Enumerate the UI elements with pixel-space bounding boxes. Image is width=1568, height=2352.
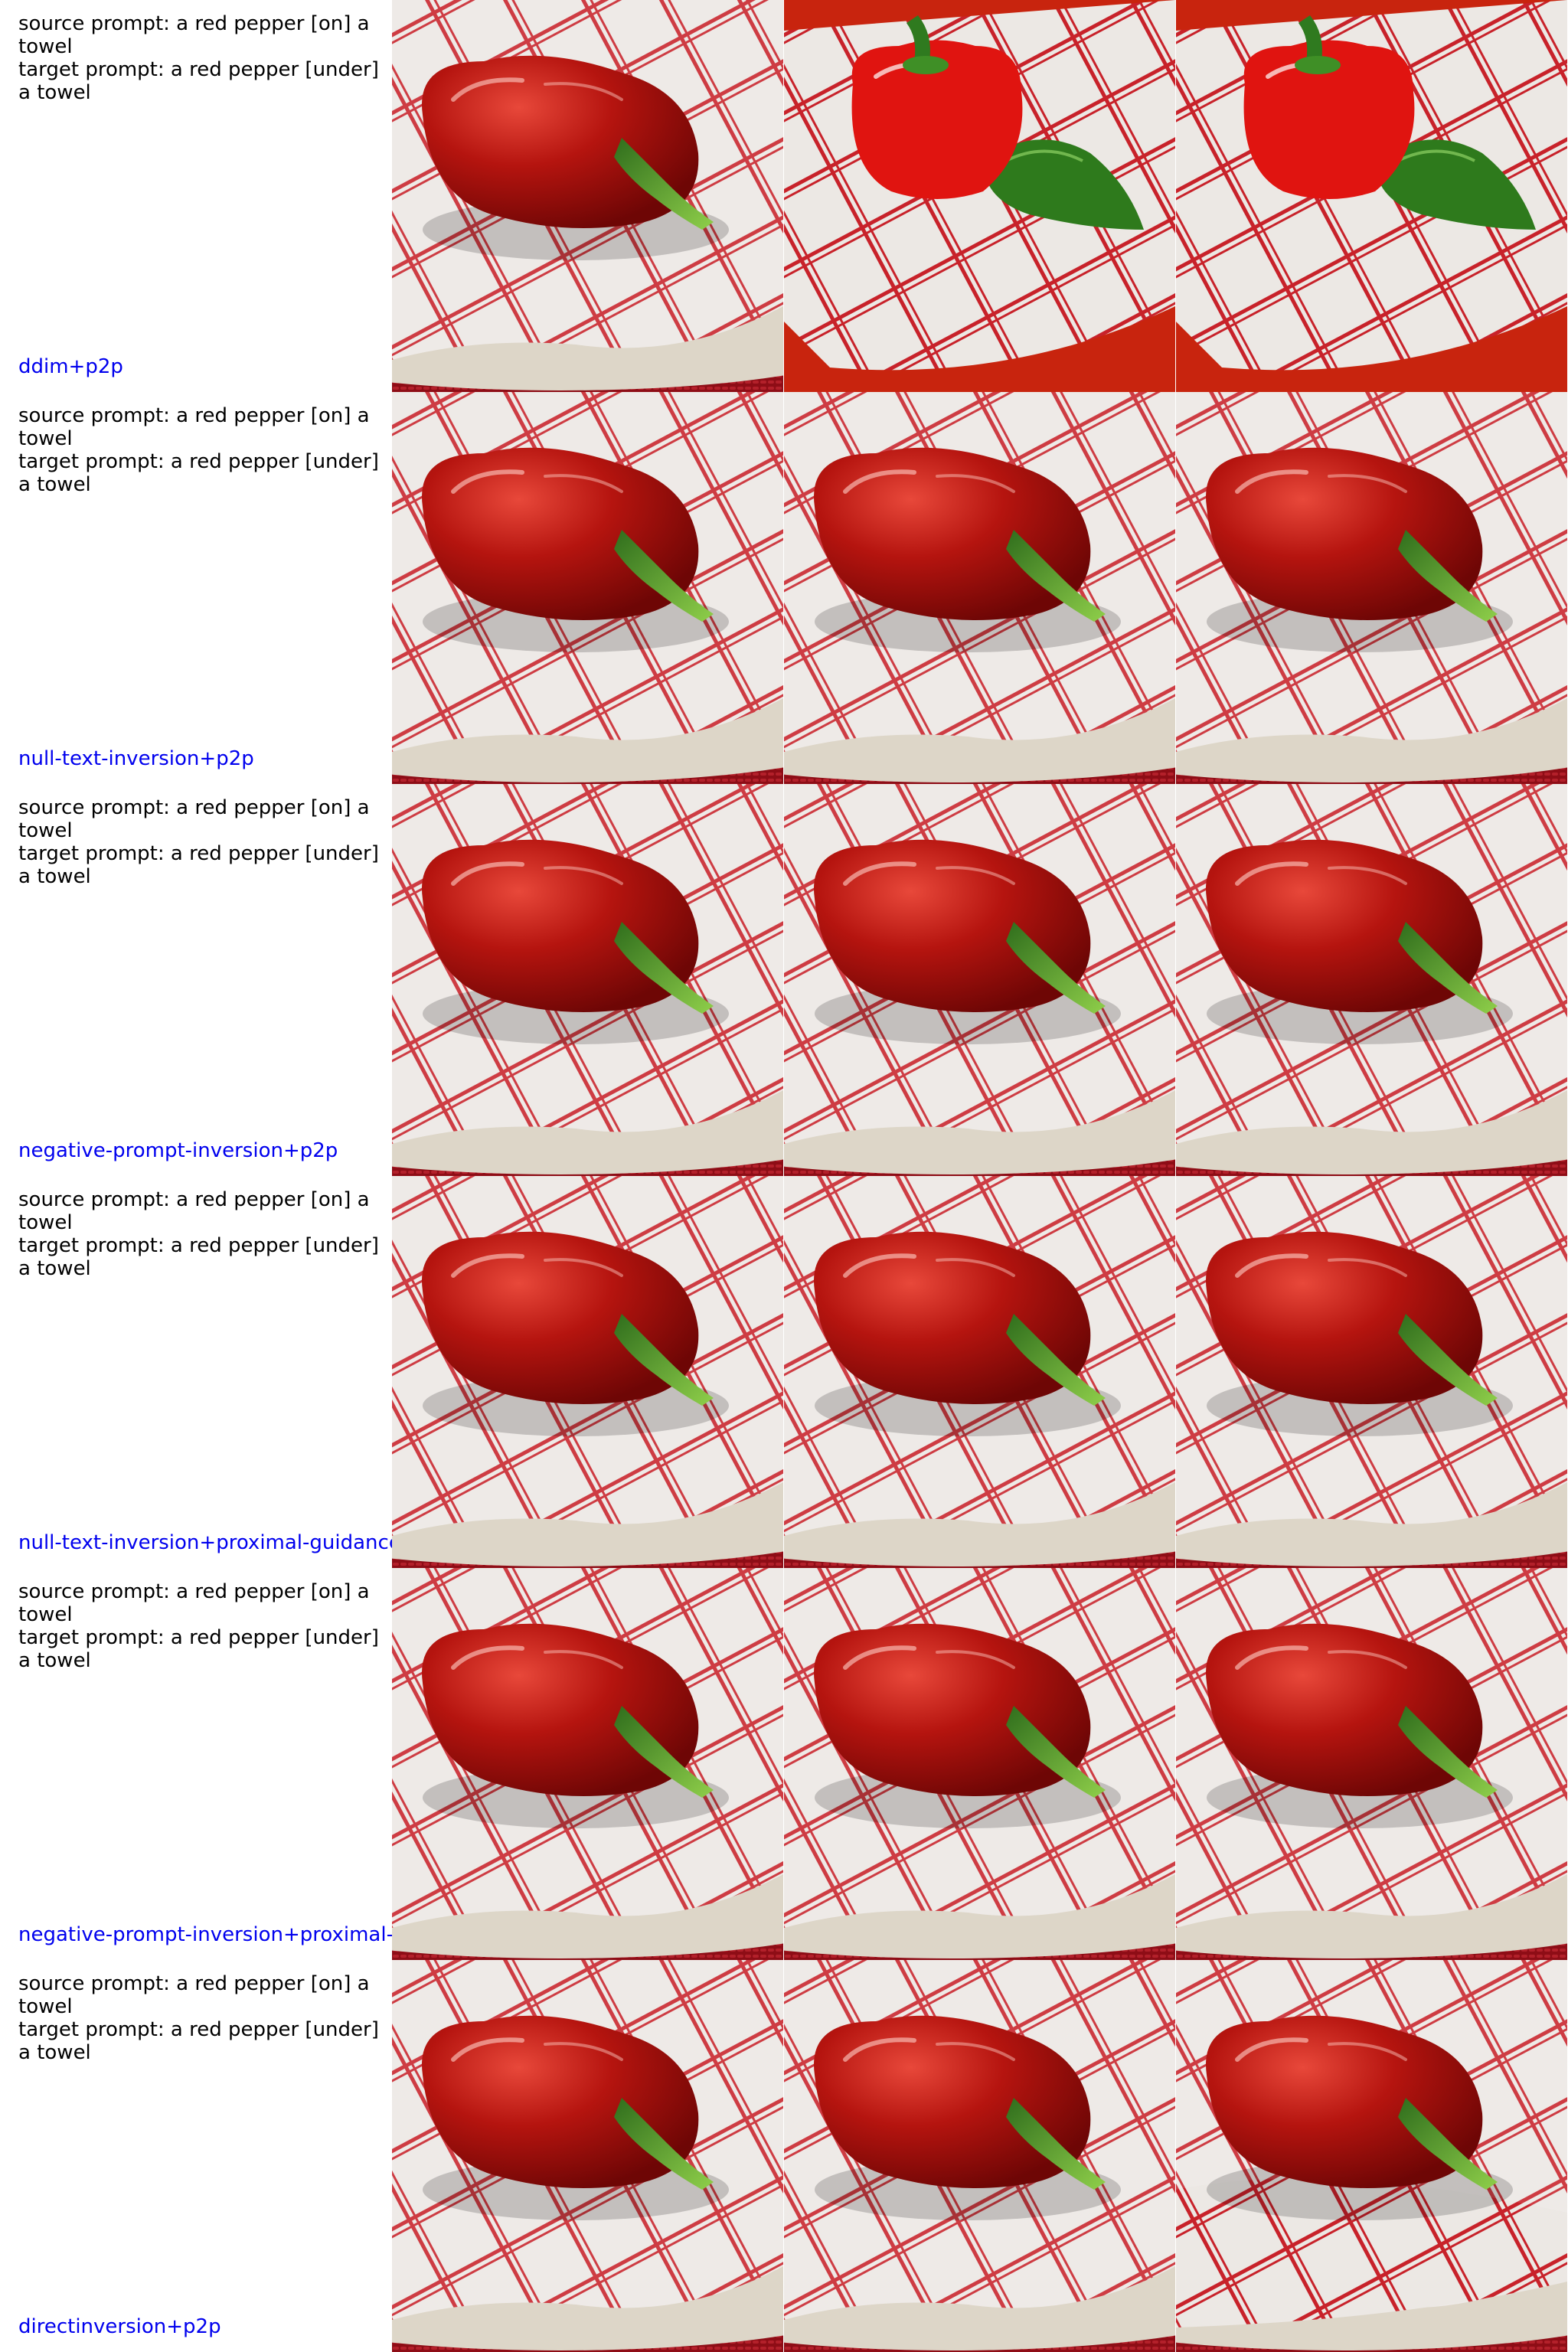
prompt-label-column: source prompt: a red pepper [on] a towel… bbox=[0, 1568, 392, 1960]
source-prompt-text: source prompt: a red pepper [on] a towel bbox=[18, 1188, 370, 1234]
target-prompt-text: target prompt: a red pepper [under] a to… bbox=[18, 842, 379, 888]
target-prompt-text: target prompt: a red pepper [under] a to… bbox=[18, 1234, 379, 1280]
prompt-label-column: source prompt: a red pepper [on] a towel… bbox=[0, 784, 392, 1176]
target-prompt-text: target prompt: a red pepper [under] a to… bbox=[18, 450, 379, 496]
pepper-photo bbox=[392, 392, 783, 784]
method-label: null-text-inversion+p2p bbox=[18, 747, 254, 770]
pepper-photo bbox=[784, 1568, 1175, 1960]
target-prompt-text: target prompt: a red pepper [under] a to… bbox=[18, 1626, 379, 1672]
pepper-photo bbox=[784, 1176, 1175, 1568]
source-image bbox=[392, 1568, 783, 1960]
method-label: directinversion+p2p bbox=[18, 2315, 221, 2338]
pepper-photo bbox=[1176, 1568, 1567, 1960]
source-prompt-text: source prompt: a red pepper [on] a towel bbox=[18, 1580, 370, 1626]
method-label: negative-prompt-inversion+p2p bbox=[18, 1139, 338, 1162]
pepper-photo bbox=[392, 1568, 783, 1960]
method-row: source prompt: a red pepper [on] a towel… bbox=[0, 1960, 1568, 2352]
edited-image bbox=[1176, 784, 1567, 1176]
pepper-photo bbox=[392, 0, 783, 392]
pepper-photo bbox=[1176, 784, 1567, 1176]
pepper-photo bbox=[1176, 392, 1567, 784]
prompt-label-column: source prompt: a red pepper [on] a towel… bbox=[0, 392, 392, 784]
reconstructed-image bbox=[784, 0, 1175, 392]
source-image bbox=[392, 784, 783, 1176]
pepper-photo bbox=[392, 1176, 783, 1568]
reconstructed-image bbox=[784, 1176, 1175, 1568]
pepper-photo bbox=[784, 0, 1175, 392]
method-label: negative-prompt-inversion+proximal-guida… bbox=[18, 1923, 392, 1946]
edited-image bbox=[1176, 1960, 1567, 2352]
reconstructed-image bbox=[784, 1960, 1175, 2352]
source-image bbox=[392, 0, 783, 392]
method-row: source prompt: a red pepper [on] a towel… bbox=[0, 1176, 1568, 1568]
source-prompt-text: source prompt: a red pepper [on] a towel bbox=[18, 12, 370, 58]
pepper-photo bbox=[784, 1960, 1175, 2352]
prompt-label-column: source prompt: a red pepper [on] a towel… bbox=[0, 1960, 392, 2352]
pepper-photo bbox=[392, 1960, 783, 2352]
method-row: source prompt: a red pepper [on] a towel… bbox=[0, 1568, 1568, 1960]
source-prompt-text: source prompt: a red pepper [on] a towel bbox=[18, 404, 370, 450]
prompt-label-column: source prompt: a red pepper [on] a towel… bbox=[0, 1176, 392, 1568]
source-image bbox=[392, 1960, 783, 2352]
pepper-photo bbox=[1176, 1176, 1567, 1568]
target-prompt-text: target prompt: a red pepper [under] a to… bbox=[18, 2018, 379, 2064]
source-prompt-text: source prompt: a red pepper [on] a towel bbox=[18, 796, 370, 842]
source-prompt-text: source prompt: a red pepper [on] a towel bbox=[18, 1972, 370, 2018]
source-image bbox=[392, 392, 783, 784]
method-row: source prompt: a red pepper [on] a towel… bbox=[0, 0, 1568, 392]
method-row: source prompt: a red pepper [on] a towel… bbox=[0, 392, 1568, 784]
pepper-photo bbox=[1176, 0, 1567, 392]
method-label: null-text-inversion+proximal-guidance bbox=[18, 1531, 392, 1554]
target-prompt-text: target prompt: a red pepper [under] a to… bbox=[18, 58, 379, 104]
edited-image bbox=[1176, 1568, 1567, 1960]
pepper-photo bbox=[784, 392, 1175, 784]
reconstructed-image bbox=[784, 392, 1175, 784]
edited-image bbox=[1176, 0, 1567, 392]
pepper-photo bbox=[784, 784, 1175, 1176]
prompt-label-column: source prompt: a red pepper [on] a towel… bbox=[0, 0, 392, 392]
method-row: source prompt: a red pepper [on] a towel… bbox=[0, 784, 1568, 1176]
reconstructed-image bbox=[784, 1568, 1175, 1960]
pepper-photo bbox=[1176, 1960, 1567, 2352]
pepper-photo bbox=[392, 784, 783, 1176]
source-image bbox=[392, 1176, 783, 1568]
reconstructed-image bbox=[784, 784, 1175, 1176]
edited-image bbox=[1176, 1176, 1567, 1568]
edited-image bbox=[1176, 392, 1567, 784]
method-label: ddim+p2p bbox=[18, 355, 123, 378]
